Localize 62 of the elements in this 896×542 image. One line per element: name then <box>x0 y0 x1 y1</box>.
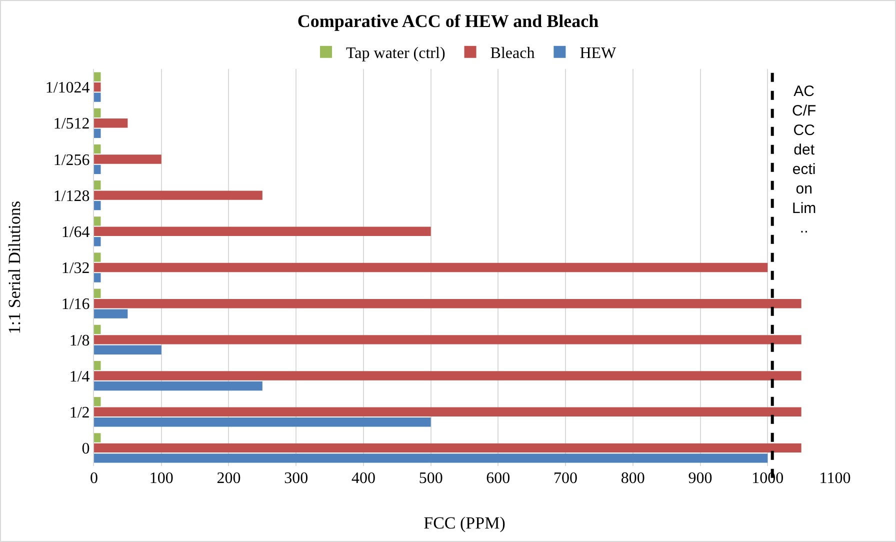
bar <box>94 288 101 298</box>
legend-label: Tap water (ctrl) <box>346 45 446 62</box>
bar <box>94 273 101 282</box>
y-tick-label: 1/32 <box>61 260 90 278</box>
bar <box>94 335 802 344</box>
ref-line-label: AC C/F CC det ecti on Lim .. <box>792 83 816 236</box>
bar <box>94 454 768 463</box>
y-tick-label: 1/256 <box>53 152 90 169</box>
x-tick-label: 700 <box>554 470 578 487</box>
y-tick-label: 1/512 <box>53 116 90 133</box>
bar <box>94 324 101 334</box>
bar <box>94 180 101 190</box>
bar <box>94 118 128 128</box>
y-tick-label: 1/128 <box>53 188 90 205</box>
x-tick-label: 1100 <box>819 470 851 487</box>
bar <box>94 417 431 427</box>
bar <box>94 407 802 416</box>
bar <box>94 154 162 164</box>
y-tick-label: 1/1024 <box>45 80 90 97</box>
legend-label: Bleach <box>490 45 535 62</box>
bar <box>94 252 101 262</box>
bar <box>94 298 802 308</box>
y-tick-label: 1/64 <box>61 224 90 242</box>
x-tick-label: 800 <box>620 470 645 487</box>
x-tick-label: 300 <box>284 470 308 487</box>
bar <box>94 164 101 174</box>
bar <box>94 226 431 236</box>
y-tick-label: 0 <box>82 440 90 458</box>
bar <box>94 190 262 200</box>
bar <box>94 216 101 226</box>
bar <box>94 200 101 210</box>
bar <box>94 381 262 391</box>
x-tick-label: 900 <box>688 470 712 487</box>
bar <box>94 92 101 102</box>
x-tick-label: 100 <box>149 470 174 487</box>
bar <box>94 108 101 118</box>
y-tick-label: 1/4 <box>69 368 90 386</box>
x-axis-title: FCC (PPM) <box>424 513 506 532</box>
bar <box>94 82 101 92</box>
legend-label: HEW <box>580 45 618 62</box>
bar <box>94 433 101 442</box>
y-tick-label: 1/2 <box>69 404 90 422</box>
y-tick-label: 1/8 <box>69 332 90 350</box>
x-tick-label: 600 <box>486 470 510 487</box>
bar <box>94 360 101 370</box>
bar <box>94 371 802 380</box>
bar <box>94 128 101 138</box>
bar <box>94 72 101 82</box>
y-axis-title: 1:1 Serial Dilutions <box>4 200 24 334</box>
bar <box>94 144 101 154</box>
x-tick-label: 1000 <box>752 470 784 487</box>
x-tick-label: 500 <box>418 470 443 487</box>
chart-title: Comparative ACC of HEW and Bleach <box>297 11 599 32</box>
bar <box>94 237 101 246</box>
x-tick-label: 400 <box>351 470 376 487</box>
bar <box>94 262 768 272</box>
bar <box>94 397 101 406</box>
bar <box>94 309 128 318</box>
y-tick-label: 1/16 <box>61 296 90 314</box>
x-tick-label: 200 <box>216 470 241 487</box>
bar <box>94 443 802 453</box>
bar <box>94 345 162 355</box>
